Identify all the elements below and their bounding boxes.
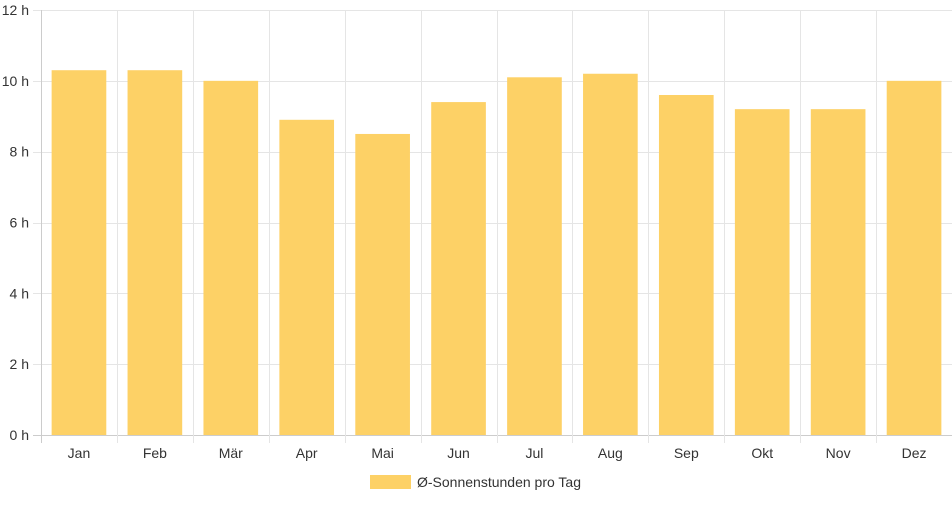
bar-jan[interactable] bbox=[51, 70, 107, 435]
x-tick-label: Feb bbox=[143, 445, 167, 461]
legend-swatch[interactable] bbox=[370, 475, 411, 489]
x-tick-label: Jan bbox=[68, 445, 91, 461]
x-tick-label: Dez bbox=[902, 445, 927, 461]
bars bbox=[51, 70, 942, 436]
x-axis-ticks: Jan Feb Mär Apr Mai Jun Jul Aug Sep Okt Nov Dez bbox=[68, 445, 927, 461]
y-tick-label: 0 h bbox=[10, 427, 29, 443]
x-tick-label: Okt bbox=[751, 445, 773, 461]
bar-okt[interactable] bbox=[734, 109, 790, 436]
bar-nov[interactable] bbox=[810, 109, 866, 436]
x-tick-label: Jun bbox=[447, 445, 470, 461]
bar-feb[interactable] bbox=[127, 70, 183, 435]
y-tick-label: 8 h bbox=[10, 144, 29, 160]
y-tick-label: 12 h bbox=[2, 2, 29, 18]
x-tick-label: Jul bbox=[526, 445, 544, 461]
y-tick-label: 4 h bbox=[10, 285, 29, 301]
grid-lines bbox=[33, 10, 952, 443]
bar-sep[interactable] bbox=[658, 95, 714, 435]
y-tick-label: 10 h bbox=[2, 73, 29, 89]
y-axis-ticks: 0 h 2 h 4 h 6 h 8 h 10 h 12 h bbox=[2, 2, 29, 443]
bar-dez[interactable] bbox=[886, 80, 942, 435]
legend-label[interactable]: Ø-Sonnenstunden pro Tag bbox=[417, 474, 581, 490]
bar-mai[interactable] bbox=[355, 133, 410, 436]
bar-jul[interactable] bbox=[507, 77, 562, 436]
x-tick-label: Apr bbox=[296, 445, 318, 461]
bar-aug[interactable] bbox=[583, 73, 638, 435]
bar-apr[interactable] bbox=[279, 119, 335, 436]
legend[interactable]: Ø-Sonnenstunden pro Tag bbox=[370, 474, 581, 490]
bar-mär[interactable] bbox=[203, 80, 259, 435]
x-tick-label: Sep bbox=[674, 445, 699, 461]
y-tick-label: 6 h bbox=[10, 215, 29, 231]
y-tick-label: 2 h bbox=[10, 356, 29, 372]
bar-jun[interactable] bbox=[431, 102, 486, 435]
x-tick-label: Nov bbox=[826, 445, 851, 461]
x-tick-label: Mär bbox=[219, 445, 243, 461]
x-tick-label: Aug bbox=[598, 445, 623, 461]
x-tick-label: Mai bbox=[371, 445, 394, 461]
